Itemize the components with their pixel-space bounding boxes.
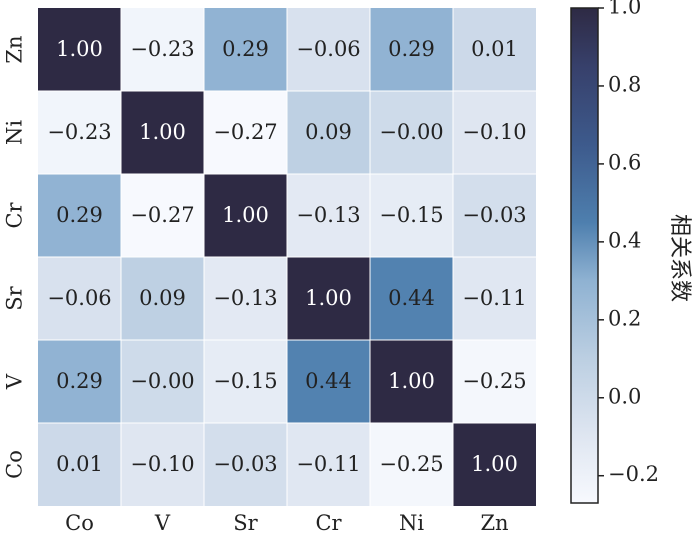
- heatmap-cell-label: 0.29: [56, 369, 103, 393]
- heatmap-cell: [287, 91, 370, 174]
- heatmap-cell: [204, 423, 287, 506]
- colorbar-tick-label: −0.2: [608, 462, 659, 486]
- heatmap-cell-label: 1.00: [139, 120, 186, 144]
- x-tick-label: V: [154, 511, 171, 535]
- heatmap-cell-label: −0.00: [379, 120, 443, 144]
- heatmap-cell-label: −0.23: [130, 37, 194, 61]
- heatmap-cell: [287, 340, 370, 423]
- heatmap-cell-label: −0.11: [462, 286, 526, 310]
- heatmap-cell: [287, 8, 370, 91]
- heatmap-cell-label: 1.00: [471, 452, 518, 476]
- heatmap-cell: [370, 423, 453, 506]
- heatmap-cell: [121, 257, 204, 340]
- colorbar-tick-label: 0.2: [608, 306, 641, 330]
- heatmap-cell-label: 1.00: [388, 369, 435, 393]
- heatmap-cell: [453, 423, 536, 506]
- heatmap-cell-label: 1.00: [305, 286, 352, 310]
- colorbar-label: 相关系数: [667, 214, 692, 302]
- heatmap-cell-label: 1.00: [222, 203, 269, 227]
- colorbar-tick-label: 1.0: [608, 0, 641, 19]
- heatmap-cells: 1.00 −0.23 0.29 −0.06 0.29 0.01 −0.23 1.00 −0.27…: [38, 8, 536, 506]
- heatmap-cell-label: −0.25: [379, 452, 443, 476]
- heatmap-cell: [287, 257, 370, 340]
- y-tick-label: Cr: [3, 201, 27, 228]
- x-tick-label: Ni: [399, 511, 424, 535]
- heatmap-cell-label: −0.03: [213, 452, 277, 476]
- heatmap-cell: [370, 174, 453, 257]
- colorbar-ticks: 1.0 0.8 0.6 0.4 0.2 0.0 −0.2: [598, 0, 659, 486]
- heatmap-cell-label: −0.25: [462, 369, 526, 393]
- heatmap-cell: [287, 174, 370, 257]
- heatmap-cell-label: 1.00: [56, 37, 103, 61]
- heatmap-cell-label: 0.44: [305, 369, 352, 393]
- y-axis-ticks: Zn Ni Cr Sr V Co: [3, 35, 27, 478]
- y-tick-label: Co: [3, 450, 27, 479]
- x-tick-label: Zn: [480, 511, 508, 535]
- heatmap-cell-label: −0.15: [379, 203, 443, 227]
- heatmap-cell-label: −0.27: [130, 203, 194, 227]
- y-tick-label: Ni: [3, 120, 27, 145]
- heatmap-cell: [121, 340, 204, 423]
- heatmap-cell-label: −0.15: [213, 369, 277, 393]
- heatmap-cell-label: −0.13: [296, 203, 360, 227]
- heatmap-cell: [370, 91, 453, 174]
- heatmap-cell-label: 0.09: [305, 120, 352, 144]
- colorbar: 1.0 0.8 0.6 0.4 0.2 0.0 −0.2 相关系数: [570, 0, 692, 504]
- x-tick-label: Sr: [233, 511, 258, 535]
- heatmap-cell: [204, 340, 287, 423]
- heatmap-cell: [287, 423, 370, 506]
- heatmap-cell: [453, 257, 536, 340]
- heatmap-cell: [453, 174, 536, 257]
- heatmap-cell-label: 0.29: [222, 37, 269, 61]
- heatmap-cell-label: −0.23: [47, 120, 111, 144]
- heatmap-cell-label: 0.29: [56, 203, 103, 227]
- heatmap-cell: [38, 91, 121, 174]
- heatmap-cell: [370, 340, 453, 423]
- heatmap-cell-label: 0.01: [56, 452, 103, 476]
- heatmap-cell: [38, 174, 121, 257]
- heatmap-cell: [370, 8, 453, 91]
- heatmap-cell: [204, 257, 287, 340]
- heatmap-cell-label: −0.06: [47, 286, 111, 310]
- colorbar-gradient: [570, 7, 599, 504]
- heatmap-cell: [204, 8, 287, 91]
- heatmap-cell: [38, 423, 121, 506]
- heatmap-cell-label: −0.27: [213, 120, 277, 144]
- heatmap-cell: [453, 8, 536, 91]
- colorbar-tick-label: 0.8: [608, 72, 641, 96]
- x-axis-ticks: Co V Sr Cr Ni Zn: [65, 511, 508, 535]
- heatmap-cell-label: −0.00: [130, 369, 194, 393]
- heatmap-cell-label: −0.11: [296, 452, 360, 476]
- heatmap-cell-label: −0.13: [213, 286, 277, 310]
- heatmap-cell-label: 0.09: [139, 286, 186, 310]
- heatmap-cell-label: 0.01: [471, 37, 518, 61]
- heatmap-cell-label: −0.10: [462, 120, 526, 144]
- y-tick-label: Zn: [3, 35, 27, 63]
- heatmap-cell: [370, 257, 453, 340]
- heatmap-cell-label: 0.29: [388, 37, 435, 61]
- heatmap-cell: [121, 174, 204, 257]
- heatmap-cell-label: −0.03: [462, 203, 526, 227]
- heatmap-cell: [121, 8, 204, 91]
- colorbar-tick-label: 0.0: [608, 384, 641, 408]
- x-tick-label: Co: [65, 511, 94, 535]
- heatmap-cell: [38, 340, 121, 423]
- y-tick-label: Sr: [3, 285, 27, 310]
- heatmap-cell: [204, 174, 287, 257]
- heatmap-cell: [453, 91, 536, 174]
- colorbar-tick-label: 0.6: [608, 150, 641, 174]
- heatmap-cell: [121, 91, 204, 174]
- heatmap-cell: [121, 423, 204, 506]
- heatmap-cell-label: 0.44: [388, 286, 435, 310]
- x-tick-label: Cr: [315, 511, 342, 535]
- heatmap-cell-label: −0.06: [296, 37, 360, 61]
- heatmap-cell: [38, 8, 121, 91]
- heatmap-cell: [204, 91, 287, 174]
- heatmap-cell: [453, 340, 536, 423]
- heatmap-cell-label: −0.10: [130, 452, 194, 476]
- y-tick-label: V: [3, 373, 27, 390]
- heatmap-cell: [38, 257, 121, 340]
- colorbar-tick-label: 0.4: [608, 228, 641, 252]
